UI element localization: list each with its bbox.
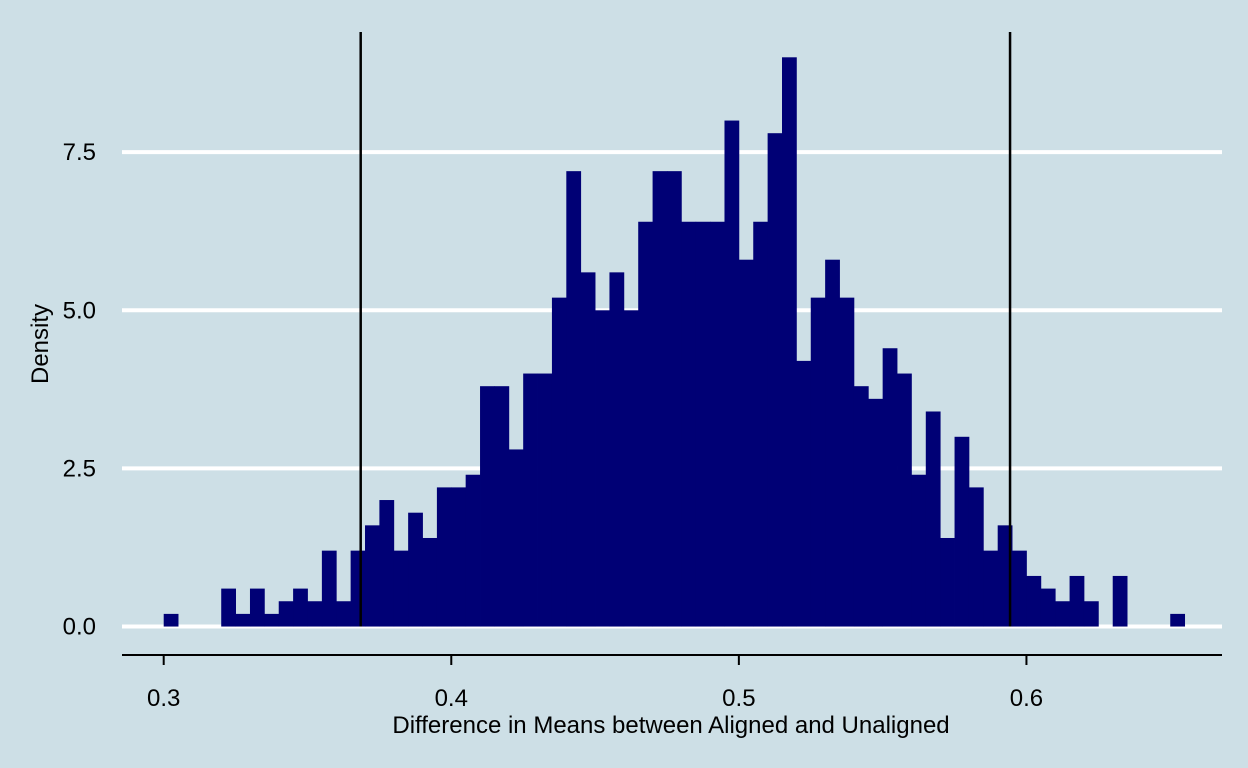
histogram-bar [508,449,524,627]
histogram-bar [537,373,553,627]
histogram-bar [249,588,265,627]
histogram-bar [652,171,668,627]
histogram-bar [1083,601,1099,627]
histogram-bar [365,525,380,627]
histogram-bar [638,221,653,627]
histogram-bar [868,398,884,627]
x-tick-label: 0.6 [1010,685,1043,712]
histogram-bar [724,120,740,627]
x-axis-title: Difference in Means between Aligned and … [392,712,949,739]
y-tick-labels: 0.0 2.5 5.0 7.5 [63,139,96,640]
x-tick-label: 0.4 [435,685,468,712]
histogram-bar [595,310,610,627]
histogram-bar [810,297,826,627]
histogram-bar [465,474,481,627]
histogram-bar [321,550,337,627]
histogram-bar [1040,588,1056,627]
histogram-bar [623,310,639,627]
histogram-bar [221,588,236,627]
x-tick-label: 0.5 [722,685,755,712]
histogram-bar [480,386,495,627]
histogram-bar [566,171,582,627]
histogram-bar [609,272,625,627]
x-tick-labels: 0.3 0.4 0.5 0.6 [147,685,1043,712]
histogram-bar [379,500,395,627]
histogram-bar [767,133,783,627]
histogram-bar [1012,550,1027,627]
histogram-bar [350,550,366,627]
histogram-bar [911,474,927,627]
histogram-bar [940,537,955,627]
histogram-bar [264,613,280,627]
histogram-bar [882,348,898,627]
x-tick-label: 0.3 [147,685,180,712]
histogram-bar [235,613,251,627]
histogram-bar [825,259,840,627]
histogram-bar [997,525,1013,627]
histogram-bar [451,487,467,627]
histogram-bar [681,221,697,627]
histogram-bar [710,221,725,627]
histogram-bar [293,588,308,627]
histogram-bar [307,601,323,627]
histogram-bar [738,259,754,627]
histogram-bar [1026,575,1042,627]
histogram-bar [523,373,538,627]
histogram-bar [336,601,352,627]
histogram-bar [551,297,567,627]
histogram-bar [1112,575,1128,627]
histogram-bar [666,171,682,627]
y-tick-label: 7.5 [63,139,96,166]
histogram-bar [278,601,294,627]
histogram-bar [897,373,912,627]
histogram-bar [695,221,711,627]
histogram-bar [796,360,812,627]
histogram-bar [408,512,423,627]
histogram-bar [839,297,855,627]
y-tick-label: 5.0 [63,297,96,324]
histogram-bar [580,272,596,627]
y-axis-title: Density [27,304,54,384]
histogram-bar [968,487,984,627]
histogram-bar [494,386,510,627]
histogram-bar [853,386,869,627]
histogram-bar [436,487,452,627]
histogram-bars [163,57,1186,627]
y-tick-label: 2.5 [63,455,96,482]
reference-lines [359,32,1012,627]
y-tick-label: 0.0 [63,614,96,641]
histogram-bar [422,537,438,627]
histogram-bar [954,436,970,627]
histogram-bar [1170,613,1186,627]
histogram-bar [782,57,797,627]
histogram-bar [163,613,179,627]
histogram-bar [753,221,769,627]
histogram-bar [983,550,999,627]
histogram-bar [925,411,941,627]
histogram-bar [393,550,409,627]
histogram-bar [1069,575,1085,627]
histogram-bar [1055,601,1070,627]
axes [122,654,1222,665]
